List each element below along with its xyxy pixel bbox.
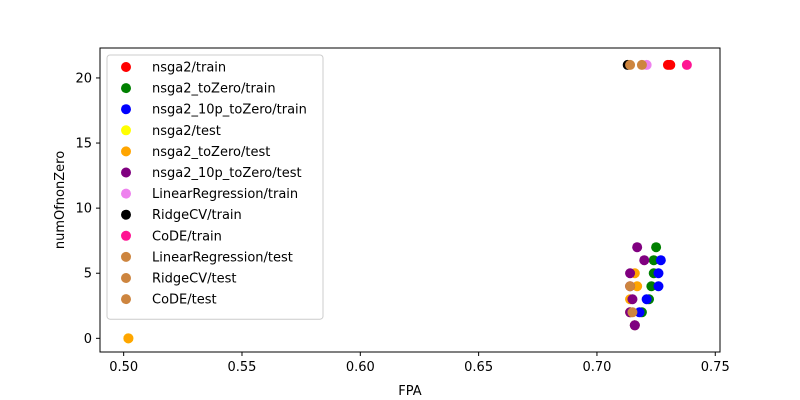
x-tick-label: 0.55 [228,360,257,375]
legend-label: CoDE/train [152,229,222,244]
legend-marker [121,62,131,72]
y-axis-ticks: 0 5 10 15 20 [75,71,100,347]
data-point [665,59,676,70]
y-tick-label: 5 [84,267,92,282]
data-point [625,59,636,70]
legend-marker [121,188,131,199]
legend-marker [121,209,131,220]
legend-marker [121,230,131,241]
legend-label: nsga2/test [152,124,221,139]
legend-label: nsga2_toZero/test [152,145,270,160]
legend-label: nsga2/train [152,61,226,76]
data-point [651,242,662,253]
y-tick-label: 20 [75,71,92,86]
legend-marker [121,294,131,305]
x-axis-ticks: 0.50 0.55 0.60 0.65 0.70 0.75 [109,352,730,375]
legend-label: LinearRegression/train [152,187,298,202]
data-point [627,294,638,305]
data-point [632,242,643,253]
legend-label: LinearRegression/test [152,250,293,265]
legend-label: CoDE/test [152,293,217,308]
x-tick-label: 0.50 [109,360,138,375]
legend-label: nsga2_10p_toZero/test [152,166,302,181]
x-axis-label: FPA [398,384,421,399]
data-point [646,281,657,292]
legend-marker [121,104,131,115]
legend-box [106,54,324,320]
legend-label: nsga2_10p_toZero/train [152,103,307,118]
plot-area-frame [99,47,721,353]
data-point [681,59,692,70]
x-tick-label: 0.65 [464,360,493,375]
legend-marker [121,273,131,283]
legend-label: RidgeCV/train [152,208,242,223]
data-point [648,255,659,266]
data-point [632,281,643,292]
data-point [653,281,664,292]
data-point [634,307,645,318]
y-tick-label: 10 [75,202,92,217]
data-point [629,320,640,331]
x-tick-label: 0.75 [701,360,730,375]
legend: nsga2/train nsga2_toZero/train nsga2_10p_t… [106,54,324,320]
legend-marker [121,251,131,262]
legend-marker [121,83,131,94]
points-layer [123,59,692,344]
data-point [636,59,647,70]
x-tick-label: 0.60 [346,360,375,375]
data-point [641,294,652,305]
y-axis-label: numOfnonZero [53,151,68,249]
y-tick-label: 0 [84,332,92,347]
data-point [625,281,636,292]
x-tick-label: 0.70 [582,360,611,375]
data-point [627,307,638,318]
data-point [639,255,650,266]
legend-label: RidgeCV/test [152,272,236,287]
y-tick-label: 15 [75,137,92,152]
legend-marker [121,125,131,136]
data-point [655,255,666,266]
legend-label: nsga2_toZero/train [152,82,276,97]
legend-marker [121,167,131,178]
data-point [123,333,134,344]
data-point [653,268,664,279]
data-point [625,268,636,279]
legend-marker [121,146,131,157]
